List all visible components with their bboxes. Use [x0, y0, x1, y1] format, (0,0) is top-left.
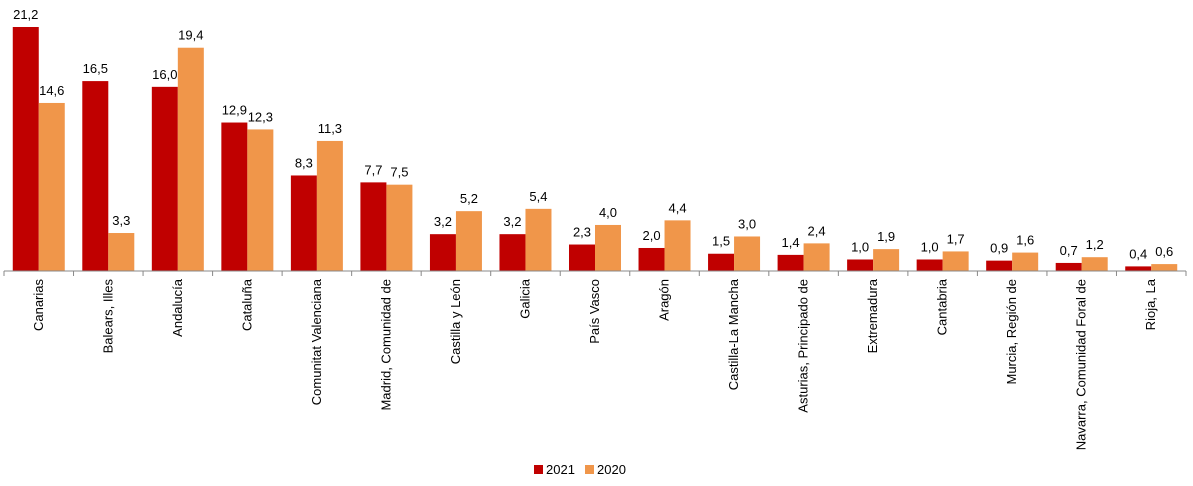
bar-2020-14: [1012, 252, 1039, 271]
bar-2020-12: [873, 249, 900, 271]
value-label-2020-11: 2,4: [808, 223, 826, 238]
bar-2021-15: [1055, 262, 1082, 271]
bar-2020-11: [803, 243, 830, 271]
bar-2021-3: [221, 122, 248, 271]
value-label-2021-9: 2,0: [642, 228, 660, 243]
bar-2020-9: [664, 220, 691, 271]
value-label-2020-10: 3,0: [738, 216, 756, 231]
value-label-2021-11: 1,4: [782, 235, 800, 250]
legend-swatch-2020: [585, 465, 594, 474]
bar-2020-1: [108, 233, 135, 271]
value-label-2021-5: 7,7: [364, 162, 382, 177]
category-labels-layer: Canarias Balears, Illes Andalucía Cataluña C…: [31, 278, 1158, 450]
bar-2021-10: [708, 253, 735, 271]
value-label-2021-10: 1,5: [712, 234, 730, 249]
value-label-2020-1: 3,3: [112, 213, 130, 228]
value-label-2021-8: 2,3: [573, 225, 591, 240]
category-label-14: Murcia, Región de: [1004, 279, 1019, 385]
value-label-2020-16: 0,6: [1155, 244, 1173, 259]
bar-2020-16: [1151, 264, 1178, 271]
legend-swatch-2021: [534, 465, 543, 474]
bar-2021-8: [569, 244, 595, 271]
category-label-1: Balears, Illes: [100, 279, 115, 354]
value-label-2020-9: 4,4: [668, 200, 686, 215]
bar-2021-11: [777, 254, 804, 271]
legend-label-2020: 2020: [597, 462, 626, 477]
value-label-2020-15: 1,2: [1086, 237, 1104, 252]
bar-2021-6: [429, 234, 456, 271]
category-label-15: Navarra, Comunidad Foral de: [1074, 279, 1089, 450]
value-label-2021-2: 16,0: [152, 67, 177, 82]
value-label-2020-8: 4,0: [599, 205, 617, 220]
bar-2020-5: [386, 184, 413, 271]
category-label-11: Asturias, Principado de: [796, 279, 811, 413]
value-labels-layer: 21,2 14,6 16,5 3,3 16,0 19,4 12,9 12,3 8,3 11,3 7,…: [13, 7, 1173, 261]
value-label-2021-13: 1,0: [921, 239, 939, 254]
bar-2021-0: [12, 27, 39, 271]
value-label-2020-4: 11,3: [318, 121, 342, 136]
value-label-2020-14: 1,6: [1016, 233, 1034, 248]
category-label-3: Cataluña: [239, 278, 254, 331]
category-label-2: Andalucía: [170, 278, 185, 337]
bar-2021-7: [499, 234, 526, 271]
value-label-2021-1: 16,5: [83, 61, 108, 76]
bar-2021-5: [360, 182, 387, 271]
category-label-12: Extremadura: [865, 278, 880, 353]
bar-2020-13: [942, 251, 969, 271]
bar-2021-9: [638, 247, 665, 271]
bar-2020-8: [595, 224, 621, 271]
value-label-2020-5: 7,5: [390, 165, 408, 180]
category-label-6: Castilla y León: [448, 279, 463, 364]
value-label-2021-15: 0,7: [1060, 243, 1078, 258]
bar-2020-0: [38, 102, 65, 271]
bar-2021-14: [986, 260, 1013, 271]
value-label-2020-7: 5,4: [529, 189, 547, 204]
value-label-2020-0: 14,6: [39, 83, 64, 98]
value-label-2021-0: 21,2: [13, 7, 38, 22]
category-label-8: País Vasco: [587, 279, 602, 344]
legend: 2021 2020: [534, 462, 626, 477]
bars-layer: [12, 27, 1178, 272]
value-label-2021-14: 0,9: [990, 241, 1008, 256]
x-ticks-layer: [3, 271, 1187, 276]
value-label-2021-7: 3,2: [503, 214, 521, 229]
value-label-2021-16: 0,4: [1129, 246, 1147, 261]
value-label-2021-3: 12,9: [222, 103, 247, 118]
value-label-2021-4: 8,3: [295, 155, 313, 170]
category-label-0: Canarias: [31, 279, 46, 332]
category-label-13: Cantabria: [935, 278, 950, 335]
value-label-2020-6: 5,2: [460, 191, 478, 206]
bar-2021-2: [151, 86, 178, 271]
value-label-2021-12: 1,0: [851, 239, 869, 254]
bar-2021-16: [1125, 266, 1152, 271]
bar-2021-4: [290, 175, 317, 271]
category-label-5: Madrid, Comunidad de: [378, 279, 393, 411]
category-label-7: Galicia: [517, 278, 532, 319]
legend-label-2021: 2021: [546, 462, 575, 477]
bar-2020-15: [1081, 257, 1108, 271]
bar-2021-13: [916, 259, 943, 271]
value-label-2021-6: 3,2: [434, 214, 452, 229]
category-label-16: Rioja, La: [1143, 278, 1158, 330]
value-label-2020-3: 12,3: [248, 109, 273, 124]
bar-2020-6: [455, 211, 482, 271]
bar-2020-2: [177, 47, 204, 271]
category-label-4: Comunitat Valenciana: [309, 278, 324, 405]
category-label-9: Aragón: [657, 279, 672, 321]
bar-2020-7: [525, 208, 552, 271]
bar-2020-4: [316, 140, 343, 271]
bar-2020-3: [247, 129, 274, 271]
bar-2021-1: [82, 81, 109, 272]
value-label-2020-12: 1,9: [877, 229, 895, 244]
value-label-2020-2: 19,4: [178, 28, 203, 43]
value-label-2020-13: 1,7: [947, 231, 965, 246]
bar-2020-10: [734, 236, 761, 271]
category-label-10: Castilla-La Mancha: [726, 278, 741, 390]
bar-2021-12: [847, 259, 874, 271]
